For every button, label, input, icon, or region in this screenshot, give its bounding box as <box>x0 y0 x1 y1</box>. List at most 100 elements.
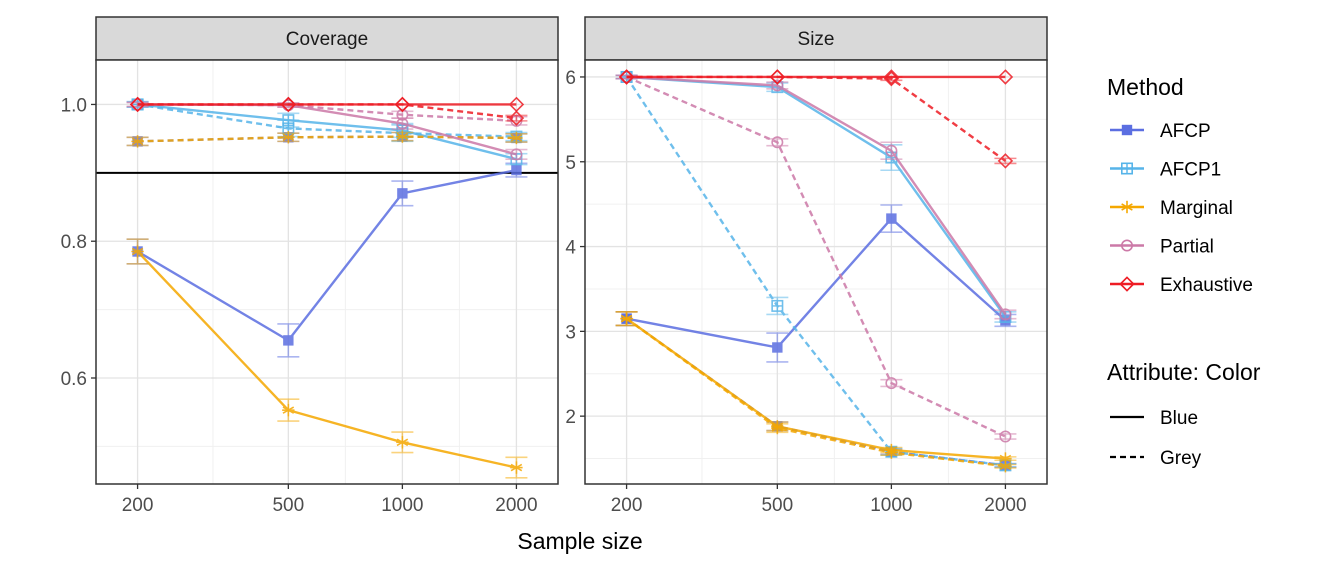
panel-0-afcp1-grey-line <box>137 103 517 138</box>
panel-1-partial-grey-line <box>626 75 1006 438</box>
panel-size-title: Size <box>798 29 835 50</box>
panel-0-marginal-blue-point-0 <box>131 245 144 258</box>
panel-1-exhaustive-grey-errorbar-3 <box>994 157 1017 165</box>
panel-1-afcp-blue-point-1-shape <box>772 342 783 353</box>
panel-0-marginal-grey-series <box>126 130 528 148</box>
panel-1-exhaustive-blue-point-2-shape <box>883 69 900 85</box>
panel-1-partial-grey-point-1-shape <box>771 136 784 149</box>
panel-1-afcp1-grey-point-1 <box>771 299 784 312</box>
panel-0-afcp-blue-point-2 <box>397 188 408 199</box>
panel-0-y-tick-label-2: 1.0 <box>61 95 87 116</box>
panel-1-exhaustive-blue-point-3 <box>997 69 1014 85</box>
panel-1-afcp-blue-line <box>626 217 1007 349</box>
panel-size-y-ticks: 2 3 4 5 6 <box>565 68 585 428</box>
panel-0-afcp-blue-point-3-shape <box>511 164 522 176</box>
panel-1-partial-blue-point-3-shape <box>999 308 1012 321</box>
panel-1-partial-grey-errorbar-3 <box>994 433 1017 440</box>
panel-coverage-strip <box>95 16 559 61</box>
panel-1-marginal-grey-point-3 <box>999 459 1012 473</box>
panel-0-partial-grey-point-2 <box>396 108 409 121</box>
legend-method-marginal: Marginal <box>1110 198 1233 219</box>
panel-0-marginal-blue-point-3 <box>510 461 523 474</box>
legend-method-afcp: AFCP <box>1110 121 1211 142</box>
panel-1-partial-grey-point-3 <box>999 430 1012 443</box>
panel-1-afcp-blue-point-1 <box>772 342 783 353</box>
panel-1-afcp-blue-point-2 <box>886 213 897 224</box>
legend: Method AFCP AFCP1 Marginal Partial Exhaustiv… <box>1107 74 1261 469</box>
panel-0-marginal-blue-point-1 <box>282 403 295 417</box>
panel-1-marginal-grey-point-0 <box>620 312 633 325</box>
panel-size: Size 2 3 4 5 6 200 500 1000 2000 <box>565 16 1048 516</box>
panel-0-y-tick-label-0: 0.6 <box>61 369 87 390</box>
x-axis-title: Sample size <box>517 528 642 554</box>
panel-0-exhaustive-grey-point-3 <box>508 110 525 126</box>
panel-0-exhaustive-grey-point-0-shape <box>129 96 146 113</box>
panel-1-partial-grey-point-1 <box>771 136 784 149</box>
panel-size-x-ticks: 200 500 1000 2000 <box>611 484 1027 516</box>
panel-0-exhaustive-grey-point-1-shape <box>280 96 297 113</box>
legend-method-entries: AFCP AFCP1 Marginal Partial Exhaustive <box>1110 121 1253 296</box>
legend-method-exhaustive: Exhaustive <box>1110 275 1253 296</box>
panel-1-exhaustive-grey-series <box>618 69 1017 169</box>
panel-0-exhaustive-grey-errorbar-3 <box>505 114 528 122</box>
panel-1-marginal-grey-series <box>615 311 1017 473</box>
panel-1-y-tick-label-2: 4 <box>565 238 576 259</box>
panel-0-marginal-grey-point-3 <box>510 131 523 145</box>
panel-1-partial-blue-point-1 <box>771 79 784 92</box>
panel-0-afcp1-blue-line <box>137 103 517 161</box>
panel-0-exhaustive-grey-point-3-shape <box>508 110 525 126</box>
legend-method-marginal-label: Marginal <box>1160 198 1233 219</box>
panel-0-partial-grey-point-2-shape <box>396 108 409 121</box>
legend-method-partial: Partial <box>1110 237 1214 258</box>
panel-0-afcp-blue-point-1-shape <box>283 335 294 346</box>
panel-0-marginal-grey-line <box>137 135 517 143</box>
panel-1-exhaustive-grey-point-2-shape <box>883 70 900 87</box>
panel-1-partial-grey-point-3-shape <box>999 430 1012 443</box>
panel-1-exhaustive-grey-point-1 <box>769 69 786 85</box>
panel-0-x-tick-label-3: 2000 <box>495 495 537 516</box>
legend-method-exhaustive-marker <box>1119 276 1135 292</box>
legend-method-afcp-marker-shape <box>1121 124 1133 136</box>
panel-1-y-tick-label-1: 3 <box>565 322 576 343</box>
panel-coverage-border <box>95 59 559 485</box>
panel-coverage: Coverage 0.6 0.8 1.0 200 500 1000 2000 <box>61 16 559 516</box>
panel-0-x-tick-label-1: 500 <box>272 495 304 516</box>
legend-method-partial-label: Partial <box>1160 237 1214 258</box>
panel-1-x-tick-label-3: 2000 <box>984 495 1026 516</box>
panel-1-exhaustive-blue-point-3-shape <box>997 69 1014 85</box>
panel-1-exhaustive-blue-point-2 <box>883 69 900 85</box>
panel-1-partial-blue-errorbar-3 <box>994 309 1017 320</box>
legend-method-afcp1-label: AFCP1 <box>1160 160 1221 181</box>
panel-0-marginal-grey-point-1 <box>282 131 295 144</box>
legend-attribute-blue: Blue <box>1110 408 1198 429</box>
panel-1-marginal-grey-point-1 <box>771 421 784 435</box>
panel-size-strip <box>584 16 1048 61</box>
panel-0-y-tick-label-1: 0.8 <box>61 232 87 253</box>
panel-1-y-tick-label-0: 2 <box>565 407 576 428</box>
panel-1-partial-blue-point-2 <box>885 144 898 157</box>
legend-method-afcp1-marker <box>1121 162 1134 175</box>
legend-method-title: Method <box>1107 74 1184 100</box>
legend-attribute-title: Attribute: Color <box>1107 359 1261 385</box>
legend-method-partial-marker <box>1121 239 1134 252</box>
panel-0-marginal-blue-point-2 <box>396 436 409 449</box>
panel-1-partial-blue-point-3 <box>999 308 1012 321</box>
panel-1-exhaustive-grey-errorbar-2 <box>880 76 903 82</box>
legend-method-marginal-marker <box>1120 200 1134 214</box>
panel-1-exhaustive-grey-point-3-shape <box>997 153 1014 169</box>
panel-1-exhaustive-grey-point-1-shape <box>769 69 786 85</box>
panel-1-marginal-grey-line <box>625 317 1006 468</box>
panel-0-exhaustive-grey-point-2 <box>394 96 411 113</box>
panel-1-y-tick-label-3: 5 <box>565 153 576 174</box>
panel-0-exhaustive-grey-line <box>137 103 517 120</box>
panel-1-background <box>585 60 1047 484</box>
panel-coverage-title: Coverage <box>286 29 368 50</box>
panel-coverage-marks <box>126 96 528 479</box>
legend-attribute-grey: Grey <box>1110 448 1202 469</box>
panel-1-exhaustive-grey-line <box>626 75 1007 162</box>
panel-0-exhaustive-grey-point-0 <box>129 96 146 113</box>
panel-1-partial-blue-point-1-shape <box>771 79 784 92</box>
panel-0-exhaustive-grey-point-2-shape <box>394 96 411 113</box>
panel-0-marginal-blue-series <box>126 238 528 479</box>
